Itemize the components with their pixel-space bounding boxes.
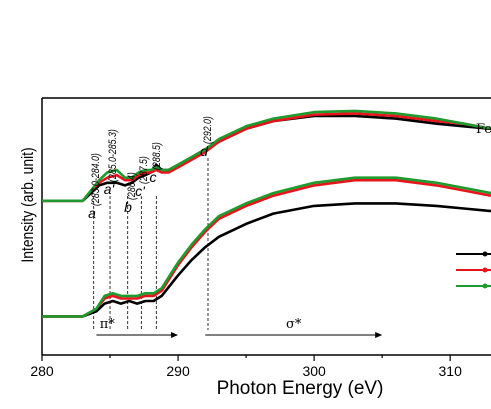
annotation-energy-range: (286.4) [126,172,138,200]
annotation-letter: c [150,169,157,185]
series-line-upper-3 [42,109,491,203]
legend [456,251,491,289]
legend-swatch-marker [482,267,488,273]
annotation-letter: d [200,143,209,159]
x-ticks: 280 290 300 310 [30,355,462,379]
legend-swatch-marker [482,283,488,289]
annotation-letter: b [124,199,132,215]
x-axis-title: Photon Energy (eV) [217,378,384,399]
y-axis-title: Intensity (arb. unit) [19,147,38,262]
x-tick-label: 290 [166,363,190,379]
region-arrow-head [375,332,383,338]
region-arrow-head [171,332,179,338]
annotations: a(283.0-284.0) a'(285.0-285.3)b(286.4)c'(… [88,116,214,221]
annotation-letter: a' [104,181,116,197]
annotation-energy-range: (288.5) [151,142,163,170]
x-tick-label: 280 [30,363,54,379]
series-layer [42,109,491,318]
series-line-lower-1 [42,202,491,318]
annotation-letter: c' [135,183,146,199]
x-tick-label: 310 [439,363,463,379]
cropped-label: Fe [476,122,491,137]
annotation-energy-range: (283.0-284.0) [90,153,102,206]
legend-swatch-marker [482,251,488,257]
region-label: π* [100,317,116,332]
annotation-energy-range: (287.5) [138,156,150,184]
x-tick-label: 300 [302,363,326,379]
annotation-energy-range: (285.0-285.3) [107,129,119,182]
regions: π* σ* [96,317,383,338]
series-line-lower-3 [42,176,491,318]
annotation-energy-range: (292.0) [202,116,214,144]
annotation-letter: a [88,205,96,221]
region-label: σ* [286,317,302,332]
series-line-lower-2 [42,178,491,318]
series-line-upper-2 [42,112,491,203]
